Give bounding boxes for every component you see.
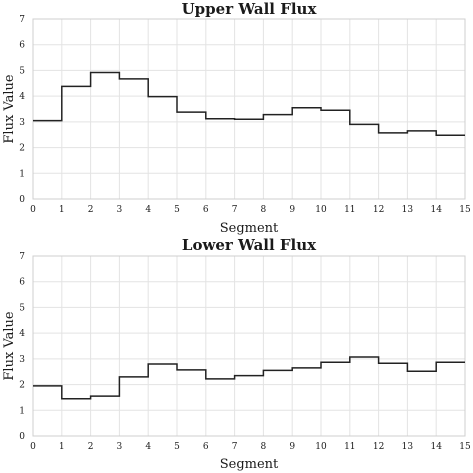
x-tick-label: 13 bbox=[402, 205, 414, 215]
x-tick-label: 5 bbox=[174, 442, 180, 452]
x-tick-label: 12 bbox=[373, 442, 384, 452]
y-axis-label: Flux Value bbox=[2, 311, 17, 380]
x-tick-label: 2 bbox=[88, 205, 94, 215]
x-tick-label: 1 bbox=[59, 442, 65, 452]
y-tick-label: 2 bbox=[19, 381, 25, 391]
x-tick-label: 0 bbox=[30, 442, 36, 452]
x-tick-label: 7 bbox=[232, 205, 238, 215]
series-line bbox=[33, 356, 465, 400]
plot-frame bbox=[32, 255, 466, 437]
y-tick-label: 5 bbox=[19, 66, 25, 76]
x-tick-label: 15 bbox=[459, 205, 471, 215]
x-tick-label: 6 bbox=[203, 442, 209, 452]
x-tick-label: 13 bbox=[402, 442, 414, 452]
grid bbox=[32, 18, 466, 200]
x-tick-label: 8 bbox=[261, 205, 267, 215]
x-tick-label: 7 bbox=[232, 442, 238, 452]
x-tick-label: 3 bbox=[117, 442, 123, 452]
x-tick-label: 10 bbox=[315, 205, 327, 215]
grid bbox=[32, 255, 466, 437]
x-tick-label: 6 bbox=[203, 205, 209, 215]
y-tick-label: 7 bbox=[19, 252, 25, 262]
chart-title: Upper Wall Flux bbox=[182, 0, 318, 18]
x-tick-label: 10 bbox=[315, 442, 327, 452]
y-tick-label: 6 bbox=[19, 278, 25, 288]
x-tick-label: 11 bbox=[344, 442, 355, 452]
x-tick-label: 8 bbox=[261, 442, 267, 452]
y-tick-label: 1 bbox=[19, 169, 25, 179]
y-tick-label: 6 bbox=[19, 41, 25, 51]
y-tick-label: 1 bbox=[19, 406, 25, 416]
x-tick-label: 4 bbox=[145, 442, 151, 452]
y-axis-label: Flux Value bbox=[2, 74, 17, 143]
y-tick-label: 3 bbox=[19, 355, 25, 365]
y-tick-label: 7 bbox=[19, 15, 25, 25]
x-tick-label: 14 bbox=[430, 442, 442, 452]
x-tick-label: 15 bbox=[459, 442, 471, 452]
y-tick-label: 5 bbox=[19, 303, 25, 313]
x-tick-label: 1 bbox=[59, 205, 65, 215]
x-tick-label: 9 bbox=[289, 205, 295, 215]
x-tick-label: 11 bbox=[344, 205, 355, 215]
x-tick-label: 12 bbox=[373, 205, 384, 215]
x-tick-label: 0 bbox=[30, 205, 36, 215]
x-tick-label: 3 bbox=[117, 205, 123, 215]
x-tick-label: 14 bbox=[430, 205, 442, 215]
x-tick-label: 5 bbox=[174, 205, 180, 215]
series-line bbox=[33, 71, 465, 136]
plot-frame bbox=[32, 18, 466, 200]
y-tick-label: 3 bbox=[19, 118, 25, 128]
y-tick-label: 4 bbox=[19, 329, 25, 339]
y-tick-label: 2 bbox=[19, 144, 25, 154]
chart-title: Lower Wall Flux bbox=[182, 236, 317, 254]
x-axis-label: Segment bbox=[220, 221, 279, 236]
x-tick-label: 4 bbox=[145, 205, 151, 215]
y-tick-label: 0 bbox=[19, 195, 25, 205]
x-tick-label: 9 bbox=[289, 442, 295, 452]
x-axis-label: Segment bbox=[220, 457, 279, 472]
x-tick-label: 2 bbox=[88, 442, 94, 452]
y-tick-label: 4 bbox=[19, 92, 25, 102]
y-tick-label: 0 bbox=[19, 432, 25, 442]
